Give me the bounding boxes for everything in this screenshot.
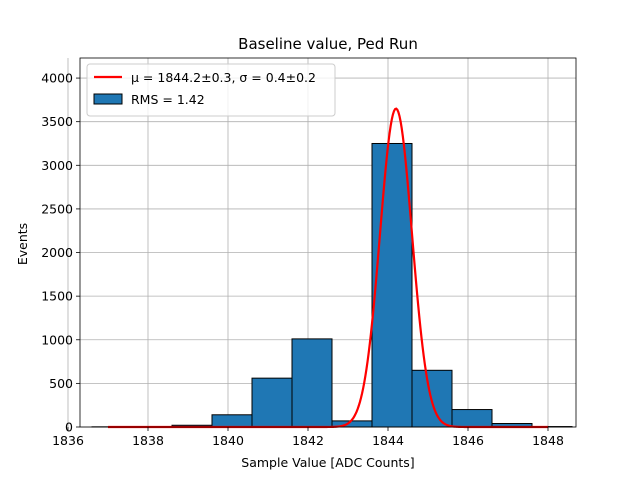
histogram-bar xyxy=(451,409,493,428)
y-axis-label: Events xyxy=(15,223,30,265)
y-axis-ticks: 0 500 1000 1500 2000 2500 3000 3500 4000 xyxy=(41,71,80,435)
histogram-bar xyxy=(251,377,293,428)
histogram-bar xyxy=(291,338,333,428)
x-tick-label: 1846 xyxy=(452,433,484,448)
histogram-bar xyxy=(371,142,413,428)
x-axis-ticks: 1836 1838 1840 1842 1844 1846 1848 xyxy=(52,427,564,448)
histogram-bar xyxy=(211,414,253,428)
legend-hist-swatch xyxy=(93,93,123,105)
legend-hist-label: RMS = 1.42 xyxy=(131,92,205,107)
y-tick-label: 3500 xyxy=(41,114,73,129)
y-tick-label: 1000 xyxy=(41,332,73,347)
x-axis-label: Sample Value [ADC Counts] xyxy=(241,455,414,470)
x-tick-label: 1842 xyxy=(292,433,324,448)
chart-title: Baseline value, Ped Run xyxy=(238,35,418,53)
y-tick-label: 2500 xyxy=(41,201,73,216)
y-tick-label: 0 xyxy=(65,420,73,435)
legend: μ = 1844.2±0.3, σ = 0.4±0.2 RMS = 1.42 xyxy=(86,63,336,117)
x-tick-label: 1848 xyxy=(532,433,564,448)
legend-box xyxy=(86,63,336,117)
y-tick-label: 4000 xyxy=(41,71,73,86)
legend-fit-label: μ = 1844.2±0.3, σ = 0.4±0.2 xyxy=(131,70,316,85)
x-tick-label: 1836 xyxy=(52,433,84,448)
y-tick-label: 3000 xyxy=(41,158,73,173)
x-tick-label: 1840 xyxy=(212,433,244,448)
y-tick-label: 2000 xyxy=(41,245,73,260)
y-tick-label: 1500 xyxy=(41,289,73,304)
x-tick-label: 1844 xyxy=(372,433,404,448)
y-tick-label: 500 xyxy=(49,376,73,391)
x-tick-label: 1838 xyxy=(132,433,164,448)
axes-frame xyxy=(79,57,577,428)
